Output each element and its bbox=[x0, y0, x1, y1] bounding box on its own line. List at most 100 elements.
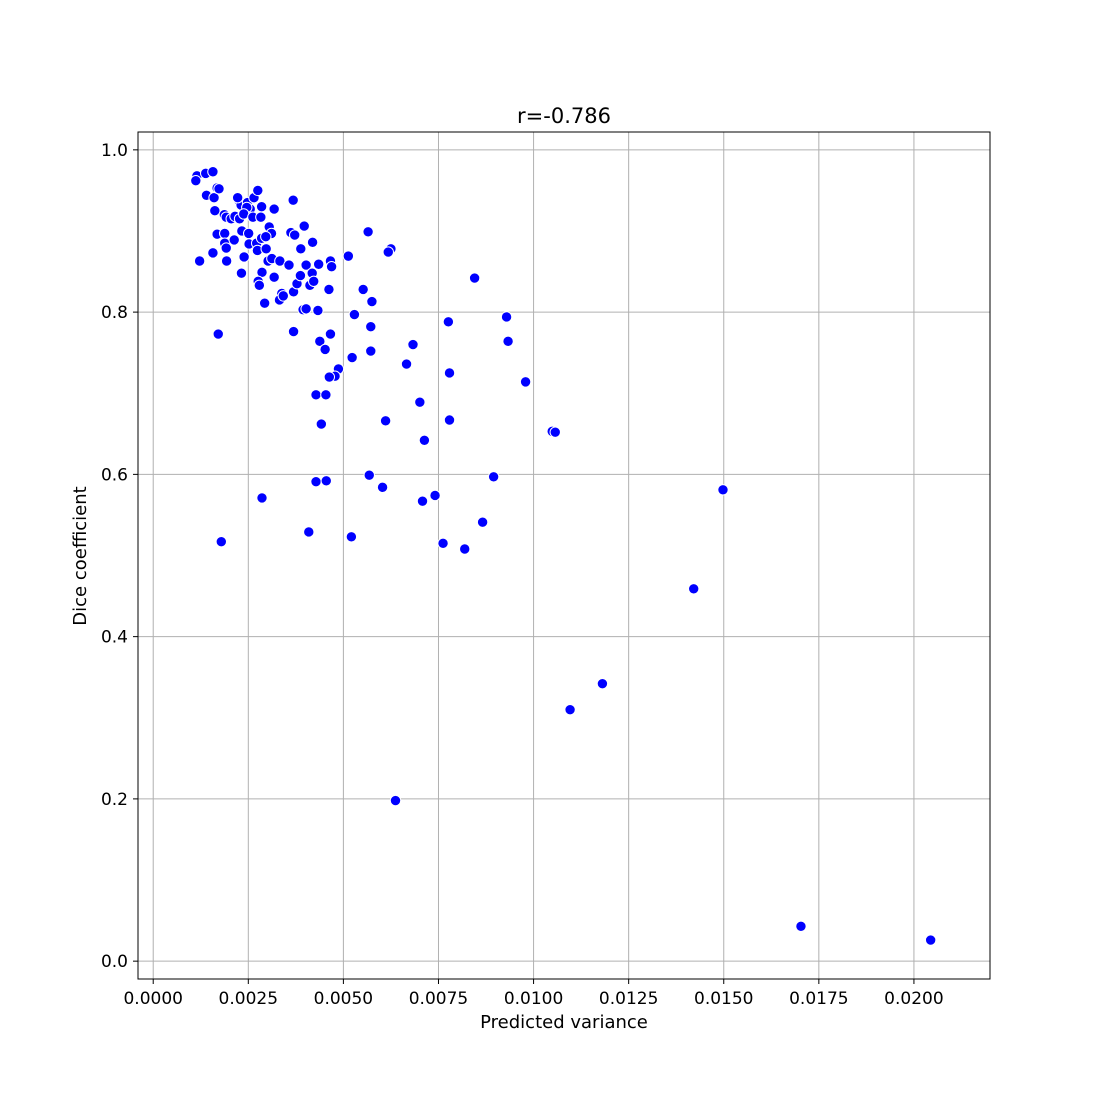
scatter-point bbox=[303, 526, 315, 538]
x-axis-ticks: 0.0000 0.0025 0.0050 0.0075 0.0100 0.0125 0.01… bbox=[123, 979, 944, 1009]
scatter-point bbox=[795, 920, 807, 932]
scatter-point bbox=[345, 531, 358, 543]
scatter-point bbox=[235, 267, 248, 279]
scatter-point bbox=[418, 434, 431, 446]
x-axis-label: Predicted variance bbox=[480, 1012, 648, 1033]
scatter-point bbox=[190, 174, 202, 187]
grid-lines bbox=[138, 132, 990, 979]
scatter-point bbox=[231, 192, 244, 204]
scatter-point bbox=[283, 259, 295, 271]
y-axis-label: Dice coefficient bbox=[70, 486, 91, 625]
y-tick-label: 0.0 bbox=[101, 952, 128, 972]
scatter-point bbox=[500, 311, 513, 323]
scatter-point bbox=[268, 271, 280, 283]
scatter-point bbox=[255, 211, 267, 223]
scatter-point bbox=[220, 255, 233, 267]
scatter-point bbox=[363, 469, 375, 481]
scatter-point bbox=[215, 536, 227, 548]
scatter-point bbox=[379, 415, 392, 427]
plot-frame bbox=[137, 131, 991, 980]
scatter-point bbox=[212, 328, 224, 340]
x-tick-label: 0.0125 bbox=[599, 989, 658, 1009]
scatter-point bbox=[308, 275, 320, 287]
scatter-point bbox=[268, 203, 280, 215]
scatter-point bbox=[325, 260, 338, 273]
scatter-point bbox=[298, 220, 310, 232]
scatter-point bbox=[258, 297, 271, 309]
scatter-point bbox=[596, 677, 609, 690]
scatter-point bbox=[260, 230, 272, 243]
scatter-point bbox=[468, 272, 481, 284]
scatter-point bbox=[688, 583, 700, 595]
scatter-point bbox=[324, 328, 337, 340]
scatter-point bbox=[365, 345, 377, 357]
scatter-point bbox=[312, 258, 325, 270]
x-tick-label: 0.0000 bbox=[123, 989, 182, 1009]
scatter-point bbox=[289, 229, 301, 241]
scatter-point bbox=[437, 537, 449, 550]
scatter-point bbox=[320, 475, 332, 487]
x-tick-label: 0.0025 bbox=[219, 989, 278, 1009]
scatter-point bbox=[207, 247, 219, 259]
scatter-point bbox=[924, 934, 937, 946]
chart-title: r=-0.786 bbox=[517, 104, 611, 128]
scatter-point bbox=[376, 481, 389, 494]
x-tick-label: 0.0175 bbox=[789, 989, 848, 1009]
scatter-point bbox=[348, 308, 361, 321]
scatter-point bbox=[253, 279, 266, 292]
scatter-point bbox=[277, 290, 289, 302]
y-tick-label: 0.6 bbox=[101, 465, 128, 485]
scatter-point bbox=[416, 495, 429, 507]
scatter-point bbox=[315, 418, 328, 430]
scatter-point bbox=[207, 166, 219, 178]
scatter-point bbox=[346, 351, 358, 364]
scatter-point bbox=[228, 234, 240, 246]
scatter-point bbox=[502, 335, 514, 348]
scatter-point bbox=[323, 371, 336, 383]
scatter-point bbox=[310, 475, 322, 488]
scatter-point bbox=[357, 283, 369, 296]
scatter-point bbox=[487, 471, 500, 483]
scatter-point bbox=[362, 226, 374, 238]
scatter-point bbox=[365, 321, 377, 333]
scatter-point bbox=[400, 358, 413, 370]
scatter-point bbox=[519, 376, 532, 388]
scatter-point bbox=[382, 246, 394, 258]
scatter-point bbox=[287, 325, 300, 338]
x-tick-label: 0.0075 bbox=[409, 989, 468, 1009]
scatter-point bbox=[220, 242, 232, 254]
scatter-point bbox=[306, 236, 319, 249]
y-tick-label: 0.4 bbox=[101, 628, 128, 648]
scatter-point bbox=[323, 283, 335, 296]
scatter-point bbox=[219, 227, 231, 240]
x-tick-label: 0.0050 bbox=[314, 989, 373, 1009]
y-tick-label: 1.0 bbox=[101, 141, 128, 161]
scatter-point bbox=[252, 184, 264, 197]
y-tick-label: 0.2 bbox=[101, 790, 128, 810]
scatter-point bbox=[342, 250, 355, 262]
scatter-point bbox=[310, 389, 322, 401]
scatter-point bbox=[407, 338, 419, 351]
scatter-point bbox=[443, 367, 456, 379]
scatter-point bbox=[256, 492, 268, 504]
y-axis-ticks: 0.0 0.2 0.4 0.6 0.8 1.0 bbox=[101, 141, 138, 972]
scatter-point bbox=[549, 426, 561, 438]
scatter-point bbox=[443, 414, 456, 426]
scatter-point bbox=[389, 794, 402, 807]
data-points bbox=[190, 166, 937, 946]
scatter-point bbox=[300, 259, 312, 271]
scatter-point bbox=[193, 255, 206, 267]
scatter-point bbox=[242, 227, 255, 240]
y-tick-label: 0.8 bbox=[101, 303, 128, 323]
scatter-point bbox=[312, 304, 324, 317]
scatter-point bbox=[300, 303, 312, 315]
scatter-point bbox=[314, 335, 326, 348]
scatter-point bbox=[320, 389, 332, 401]
scatter-point bbox=[442, 316, 455, 328]
scatter-point bbox=[209, 204, 221, 217]
scatter-point bbox=[476, 516, 489, 528]
scatter-point bbox=[564, 703, 576, 716]
x-tick-label: 0.0100 bbox=[504, 989, 563, 1009]
